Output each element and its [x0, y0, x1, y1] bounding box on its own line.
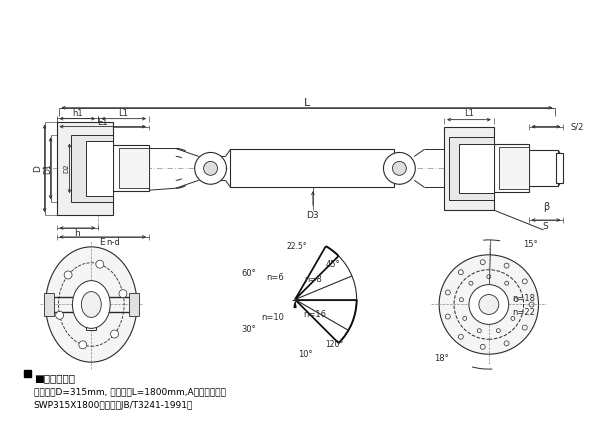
Circle shape: [110, 330, 118, 338]
Ellipse shape: [46, 247, 137, 362]
Bar: [24, 370, 31, 377]
Text: D1: D1: [43, 163, 52, 174]
Circle shape: [96, 260, 104, 268]
Bar: [230, 150, 394, 187]
Text: n=8: n=8: [304, 275, 322, 284]
Text: 45°: 45°: [325, 260, 340, 269]
Bar: [119, 148, 149, 188]
Text: SWP315X1800联轴器（JB/T3241-1991）: SWP315X1800联轴器（JB/T3241-1991）: [34, 401, 193, 410]
Circle shape: [64, 271, 72, 279]
Ellipse shape: [73, 280, 110, 328]
Bar: [71, 134, 113, 202]
Text: 15°: 15°: [523, 241, 538, 250]
Circle shape: [194, 152, 226, 184]
Text: L1: L1: [118, 109, 128, 118]
Text: L: L: [304, 98, 310, 108]
Bar: [494, 145, 529, 192]
Ellipse shape: [82, 292, 101, 318]
Text: L1: L1: [464, 109, 474, 118]
Text: S: S: [542, 223, 548, 232]
Polygon shape: [294, 302, 296, 307]
Circle shape: [392, 161, 406, 175]
Text: 18°: 18°: [434, 353, 448, 363]
Text: E1: E1: [97, 118, 107, 127]
Text: 回转直径D=315mm, 安装长度L=1800mm,A型万向联轴器: 回转直径D=315mm, 安装长度L=1800mm,A型万向联轴器: [34, 387, 226, 396]
Text: 30°: 30°: [241, 325, 256, 334]
Text: h: h: [74, 229, 80, 238]
Text: b: b: [77, 166, 86, 171]
Text: D: D: [33, 165, 42, 172]
Circle shape: [383, 152, 415, 184]
Circle shape: [479, 294, 499, 314]
Text: n=6: n=6: [266, 273, 284, 282]
Bar: [56, 122, 113, 215]
Text: 120°: 120°: [326, 340, 344, 349]
Text: β: β: [544, 202, 550, 212]
Circle shape: [119, 290, 127, 297]
Text: D3: D3: [307, 211, 319, 220]
Circle shape: [439, 255, 539, 354]
Bar: [556, 154, 563, 183]
Text: n=10: n=10: [262, 313, 284, 322]
Text: E: E: [100, 238, 105, 247]
Circle shape: [79, 341, 87, 349]
Text: 60°: 60°: [241, 269, 256, 278]
Circle shape: [203, 161, 218, 175]
Bar: [459, 143, 494, 193]
Bar: [129, 293, 139, 316]
Bar: [444, 127, 494, 210]
Text: S/2: S/2: [571, 122, 584, 131]
Bar: [86, 141, 113, 196]
Text: n=22: n=22: [512, 308, 536, 317]
Text: ■标记示例：: ■标记示例：: [34, 373, 74, 383]
Bar: [529, 151, 559, 186]
Circle shape: [56, 311, 64, 319]
Text: D2: D2: [64, 164, 70, 173]
Text: 22.5°: 22.5°: [287, 242, 307, 251]
Text: h1: h1: [72, 109, 83, 118]
Bar: [113, 146, 149, 191]
Text: n=18: n=18: [512, 294, 536, 303]
Bar: [499, 147, 529, 189]
Text: 10°: 10°: [298, 350, 312, 359]
Circle shape: [469, 284, 509, 324]
Bar: [449, 137, 494, 200]
Bar: [44, 293, 53, 316]
Text: n-d: n-d: [106, 238, 120, 247]
Text: n=16: n=16: [304, 310, 326, 319]
